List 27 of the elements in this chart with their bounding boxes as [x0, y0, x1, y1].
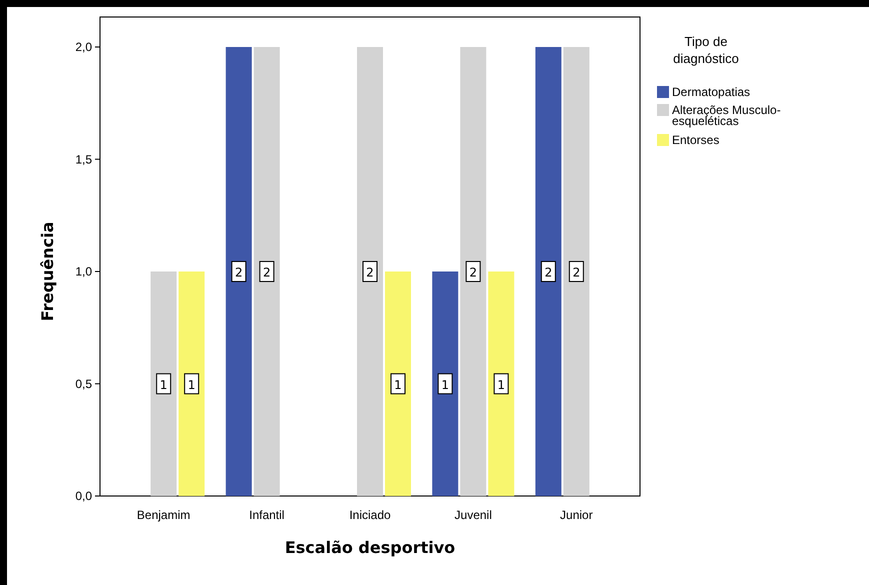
data-label: 1	[188, 378, 196, 392]
data-label: 1	[394, 378, 402, 392]
legend-label: Alterações Musculo-esqueléticas	[672, 103, 781, 128]
legend-label: Dermatopatias	[672, 85, 750, 99]
data-label: 2	[366, 266, 374, 280]
y-tick-label: 2,0	[75, 40, 92, 54]
legend-label: Entorses	[672, 133, 720, 147]
data-label: 1	[160, 378, 168, 392]
x-tick-label: Iniciado	[349, 508, 391, 522]
y-tick-label: 0,0	[75, 489, 92, 503]
data-label: 2	[544, 266, 552, 280]
y-tick-label: 1,0	[75, 264, 92, 278]
x-tick-label: Juvenil	[454, 508, 492, 522]
data-label: 1	[441, 378, 450, 392]
data-label: 2	[469, 266, 478, 280]
y-axis-title: Frequência	[38, 222, 57, 322]
y-tick-label: 0,5	[75, 376, 92, 391]
y-tick-label: 1,5	[75, 152, 92, 166]
x-tick-label: Benjamim	[136, 508, 190, 522]
x-tick-label: Junior	[560, 508, 593, 522]
data-label: 2	[262, 266, 271, 280]
legend-title: Tipo de diagnóstico	[673, 34, 739, 66]
x-tick-label: Infantil	[249, 508, 284, 522]
data-label: 2	[234, 266, 243, 280]
x-axis-title: Escalão desportivo	[284, 538, 456, 557]
data-label: 2	[572, 266, 580, 280]
data-label: 1	[497, 378, 506, 392]
